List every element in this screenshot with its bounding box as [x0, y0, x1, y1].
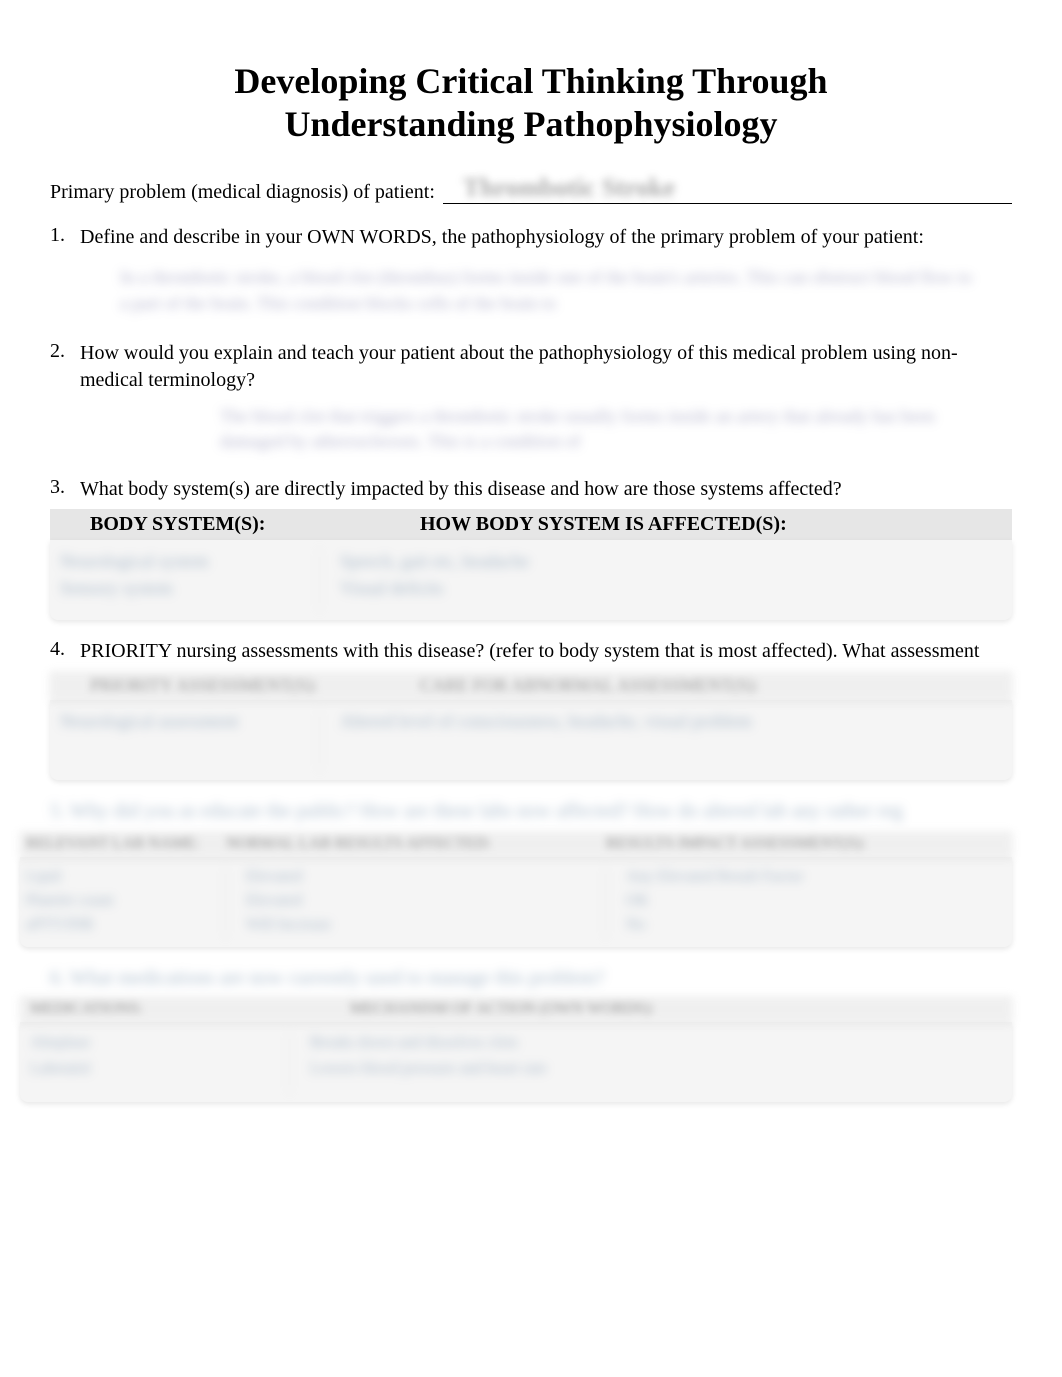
q6-header-row-blurred: MEDICATIONS: MECHANISM OF ACTION (OWN WO…	[20, 996, 1012, 1022]
question-1-answer-blurred: In a thrombotic stroke, a blood clot (th…	[80, 259, 1012, 321]
q3-header-2: HOW BODY SYSTEM IS AFFECTED(S):	[320, 513, 1002, 536]
q5-body-row: LipidPlatelet countaPTT/INR ElevatedElev…	[20, 857, 1012, 947]
q3-body-1-blurred: Neurological systemSensory system	[60, 548, 320, 612]
q4-table: PRIORITY ASSESSMENT(S): CARE FOR ABNORMA…	[50, 671, 1012, 780]
q5-header-3-blurred: RESULTS IMPACT ASSESSMENT(S):	[606, 835, 1006, 853]
q5-header-2-blurred: NORMAL LAB RESULTS AFFECTED:	[226, 835, 606, 853]
q5-body-1-blurred: LipidPlatelet countaPTT/INR	[26, 865, 226, 939]
question-1-text: Define and describe in your OWN WORDS, t…	[80, 224, 1012, 251]
q6-header-2-blurred: MECHANISM OF ACTION (OWN WORDS):	[290, 1000, 1002, 1018]
q6-body-2-blurred: Breaks down and dissolves clotsLowers bl…	[290, 1030, 1002, 1094]
question-6-text-blurred: 6. What medications are now currently us…	[20, 965, 1012, 992]
primary-problem-label: Primary problem (medical diagnosis) of p…	[50, 181, 435, 204]
q6-header-1-blurred: MEDICATIONS:	[30, 1000, 290, 1018]
q5-body-2-blurred: ElevatedElevatedWill Increase	[226, 865, 606, 939]
question-5-text-blurred: 5. Why did you as educate the public? Ho…	[20, 798, 1012, 825]
q3-header-row: BODY SYSTEM(S): HOW BODY SYSTEM IS AFFEC…	[50, 509, 1012, 540]
question-2: How would you explain and teach your pat…	[50, 340, 1012, 458]
q4-header-row-blurred: PRIORITY ASSESSMENT(S): CARE FOR ABNORMA…	[50, 671, 1012, 700]
q5-body-3-blurred: Any Elevated Result FactorOKNo	[606, 865, 1006, 939]
primary-problem-row: Primary problem (medical diagnosis) of p…	[50, 176, 1012, 204]
q3-table: BODY SYSTEM(S): HOW BODY SYSTEM IS AFFEC…	[50, 509, 1012, 620]
question-4-text: PRIORITY nursing assessments with this d…	[80, 638, 1012, 665]
q6-body-row: AlteplaseLabetalol Breaks down and disso…	[20, 1022, 1012, 1102]
title-line-2: Understanding Pathophysiology	[284, 104, 777, 144]
q3-body-2-blurred: Speech, gait etc, headacheVisual deficit…	[320, 548, 1002, 612]
question-2-answer-blurred: The blood clot that triggers a thromboti…	[80, 400, 1012, 458]
question-3: What body system(s) are directly impacte…	[50, 476, 1012, 620]
page-title: Developing Critical Thinking Through Und…	[50, 60, 1012, 146]
q4-header-1-blurred: PRIORITY ASSESSMENT(S):	[60, 675, 320, 696]
q3-body-row: Neurological systemSensory system Speech…	[50, 540, 1012, 620]
question-5: 5. Why did you as educate the public? Ho…	[20, 798, 1012, 947]
q5-header-row-blurred: RELEVANT LAB NAME: NORMAL LAB RESULTS AF…	[20, 831, 1012, 857]
q4-body-row: Neurological assessment Altered level of…	[50, 700, 1012, 780]
question-3-text: What body system(s) are directly impacte…	[80, 476, 1012, 503]
q5-header-1-blurred: RELEVANT LAB NAME:	[26, 835, 226, 853]
q6-body-1-blurred: AlteplaseLabetalol	[30, 1030, 290, 1094]
question-4: PRIORITY nursing assessments with this d…	[50, 638, 1012, 780]
q3-header-1: BODY SYSTEM(S):	[60, 513, 320, 536]
primary-problem-value-blurred: Thrombotic Stroke	[463, 173, 675, 203]
question-2-text: How would you explain and teach your pat…	[80, 340, 1012, 394]
title-line-1: Developing Critical Thinking Through	[234, 61, 827, 101]
question-list: Define and describe in your OWN WORDS, t…	[50, 224, 1012, 780]
question-1: Define and describe in your OWN WORDS, t…	[50, 224, 1012, 321]
question-6: 6. What medications are now currently us…	[20, 965, 1012, 1102]
q4-body-2-blurred: Altered level of consciousness, headache…	[320, 708, 1002, 772]
primary-problem-field: Thrombotic Stroke	[443, 176, 1012, 204]
q4-header-2-blurred: CARE FOR ABNORMAL ASSESSMENT(S):	[320, 675, 1002, 696]
q4-body-1-blurred: Neurological assessment	[60, 708, 320, 772]
